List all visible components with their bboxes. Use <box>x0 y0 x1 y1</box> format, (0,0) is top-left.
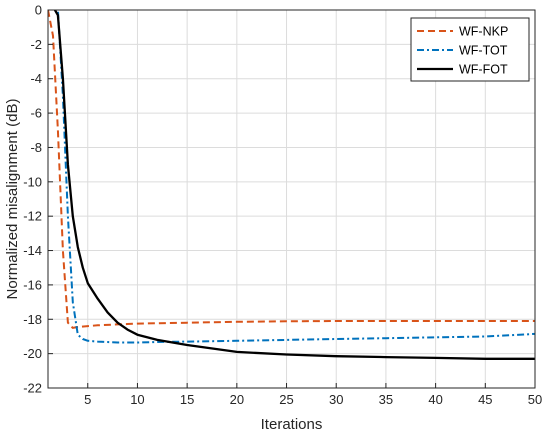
x-tick-label: 15 <box>180 392 194 407</box>
series-line-wf-tot <box>56 10 535 344</box>
y-tick-label: -22 <box>23 381 42 396</box>
x-axis-ticks: 5 10 15 20 25 30 35 40 45 50 <box>84 383 542 407</box>
y-tick-label: -20 <box>23 346 42 361</box>
legend-box <box>410 17 530 82</box>
legend-label: WF-TOT <box>459 44 508 58</box>
x-tick-label: 25 <box>279 392 293 407</box>
x-tick-label: 30 <box>329 392 343 407</box>
legend-label: WF-FOT <box>459 63 508 77</box>
y-tick-label: 0 <box>35 3 42 18</box>
y-axis-ticks: 0 -2 -4 -6 -8 -10 -12 -14 -16 -18 -20 -22 <box>23 3 53 396</box>
x-tick-label: 5 <box>84 392 91 407</box>
y-axis-label: Normalized misalignment (dB) <box>4 99 21 300</box>
legend: WF-NKP WF-TOT WF-FOT <box>410 17 530 82</box>
y-tick-label: -16 <box>23 277 42 292</box>
y-tick-label: -14 <box>23 243 42 258</box>
x-tick-label: 35 <box>379 392 393 407</box>
x-tick-label: 10 <box>130 392 144 407</box>
x-tick-label: 40 <box>428 392 442 407</box>
x-tick-label: 20 <box>230 392 244 407</box>
y-tick-label: -6 <box>30 106 42 121</box>
plot-frame <box>47 9 536 389</box>
x-tick-label: 45 <box>478 392 492 407</box>
y-tick-label: -4 <box>30 71 42 86</box>
y-tick-label: -12 <box>23 209 42 224</box>
y-tick-label: -2 <box>30 37 42 52</box>
y-tick-label: -18 <box>23 312 42 327</box>
legend-label: WF-NKP <box>459 25 508 39</box>
y-tick-label: -10 <box>23 174 42 189</box>
x-axis-label: Iterations <box>261 416 323 433</box>
x-tick-label: 50 <box>528 392 542 407</box>
series-lines <box>48 10 535 360</box>
series-line-wf-nkp <box>48 10 535 329</box>
y-tick-label: -8 <box>30 140 42 155</box>
series-line-wf-fot <box>53 10 535 360</box>
